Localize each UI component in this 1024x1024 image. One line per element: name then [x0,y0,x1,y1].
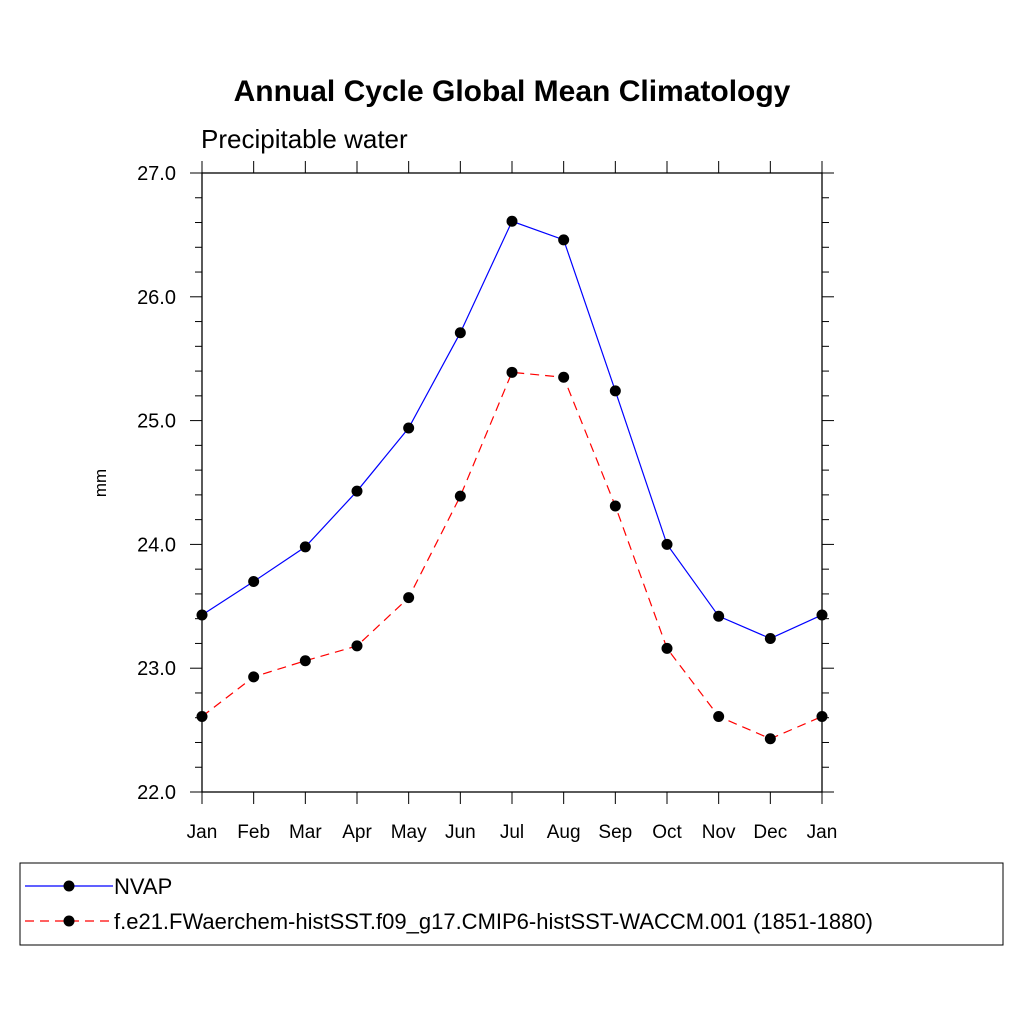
axis-tick-labels: Jan Feb Mar Apr May Jun Jul Aug Sep Oct Nov Dec Jan 2… [137,163,837,843]
y-tick-label: 23.0 [137,658,176,680]
data-point [299,655,311,667]
x-tick-label: Dec [753,822,787,843]
legend-marker [63,915,75,927]
chart-title: Annual Cycle Global Mean Climatology [234,75,791,108]
series-2 [196,366,828,745]
y-tick-label: 22.0 [137,782,176,804]
data-point [609,500,621,512]
legend-marker [63,880,75,892]
data-point [609,385,621,397]
x-tick-label: Jul [500,822,524,843]
y-tick-label: 24.0 [137,534,176,556]
data-point [196,609,208,621]
legend-box [19,862,1004,946]
plot-frame [201,172,823,793]
data-point [764,632,776,644]
data-point [661,642,673,654]
data-point [248,576,260,588]
plot-border [201,172,823,793]
series-layer [196,215,828,745]
data-point [196,710,208,722]
data-point [713,710,725,722]
x-tick-label: Jun [445,822,476,843]
data-point [816,710,828,722]
x-tick-label: May [391,822,427,843]
data-point [299,541,311,553]
series-line [201,371,823,740]
data-point [454,490,466,502]
data-point [454,327,466,339]
x-tick-label: Aug [547,822,581,843]
y-tick-label: 26.0 [137,287,176,309]
x-tick-label: Nov [702,822,736,843]
data-point [506,215,518,227]
y-tick-label: 25.0 [137,411,176,433]
x-tick-label: Jan [187,822,218,843]
data-point [661,538,673,550]
x-tick-label: Sep [598,822,632,843]
data-point [506,366,518,378]
legend-label: NVAP [114,874,172,899]
legend-label: f.e21.FWaerchem-histSST.f09_g17.CMIP6-hi… [114,909,873,934]
data-point [764,733,776,745]
data-point [713,610,725,622]
x-tick-label: Feb [237,822,270,843]
data-point [558,234,570,246]
x-tick-label: Mar [289,822,322,843]
y-axis-label: mm [91,469,110,497]
x-tick-label: Apr [342,822,372,843]
x-tick-label: Jan [807,822,838,843]
data-point [816,609,828,621]
data-point [248,671,260,683]
data-point [558,371,570,383]
series-line [201,220,823,640]
data-point [403,422,415,434]
series-1 [196,215,828,644]
axis-ticks [190,161,834,804]
data-point [351,640,363,652]
data-point [351,485,363,497]
chart-subtitle: Precipitable water [201,124,408,154]
y-tick-label: 27.0 [137,163,176,185]
data-point [403,592,415,604]
legend: NVAP f.e21.FWaerchem-histSST.f09_g17.CMIP… [19,862,1004,946]
x-tick-label: Oct [652,822,682,843]
